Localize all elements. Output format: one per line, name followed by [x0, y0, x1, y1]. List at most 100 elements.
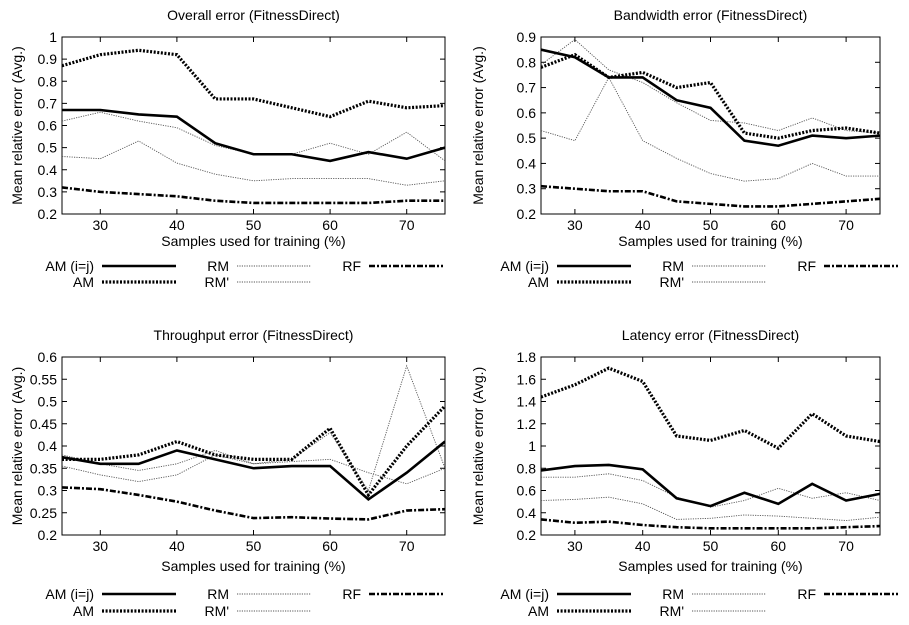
- y-tick-label: 0.9: [38, 51, 58, 67]
- chart-overall-error-svg: Overall error (FitnessDirect) 0.2 0.3 0.4 0.…: [9, 7, 446, 249]
- x-tick-label: 30: [567, 538, 583, 554]
- legend-item: RM': [568, 274, 768, 290]
- y-tick-label: 0.6: [517, 483, 537, 499]
- legend-swatch: [102, 264, 176, 268]
- legend-item: RM': [568, 603, 768, 619]
- x-axis-label: Samples used for training (%): [161, 233, 345, 249]
- y-tick-label: 0.8: [517, 460, 537, 476]
- legend-item: AM: [0, 603, 178, 619]
- legend-label: RF: [797, 586, 816, 602]
- x-tick-label: 40: [635, 217, 651, 233]
- legend-swatch: [557, 609, 631, 613]
- legend-item: RF: [700, 586, 900, 602]
- chart-bandwidth-error: Bandwidth error (FitnessDirect) 0.2 0.3 0.4…: [455, 0, 909, 249]
- x-axis-label: Samples used for training (%): [161, 558, 345, 574]
- y-tick-label: 0.2: [38, 206, 58, 222]
- y-tick-label: 0.55: [30, 371, 57, 387]
- legend-swatch: [237, 593, 311, 595]
- series-line-am-overall: [62, 48, 445, 119]
- legend-label: RF: [797, 258, 816, 274]
- x-tick-label: 30: [567, 217, 583, 233]
- y-tick-label: 0.8: [517, 54, 537, 70]
- legend-swatch: [692, 281, 766, 283]
- y-tick-label: 0.2: [517, 527, 537, 543]
- y-tick-label: 1.4: [517, 394, 537, 410]
- legend-item: AM: [0, 274, 178, 290]
- y-tick-label: 0.2: [517, 206, 537, 222]
- legend-item: AM (i=j): [433, 258, 633, 274]
- legend-label: AM: [73, 603, 94, 619]
- series-line-rm-bandwidth: [541, 76, 880, 182]
- legend-label: AM (i=j): [500, 586, 549, 602]
- legend-swatch: [824, 592, 898, 596]
- chart-title: Throughput error (FitnessDirect): [154, 327, 354, 343]
- y-tick-label: 0.3: [517, 181, 537, 197]
- series-line-am-i-j-overall: [62, 108, 445, 163]
- y-tick-label: 1.8: [517, 349, 537, 365]
- x-tick-label: 30: [93, 217, 109, 233]
- y-tick-label: 0.7: [38, 95, 58, 111]
- chart-title: Overall error (FitnessDirect): [167, 7, 340, 23]
- y-tick-label: 0.5: [517, 130, 537, 146]
- legend-label: AM: [73, 274, 94, 290]
- legend-item: AM (i=j): [0, 586, 178, 602]
- chart-title: Bandwidth error (FitnessDirect): [614, 7, 808, 23]
- legend-item: AM: [433, 603, 633, 619]
- y-tick-label: 1: [49, 29, 57, 45]
- legend-throughput-error: AM (i=j) AM RM RM' RF: [0, 586, 450, 625]
- plot-frame: [540, 36, 881, 215]
- x-tick-label: 60: [771, 217, 787, 233]
- legend-label: AM (i=j): [45, 586, 94, 602]
- y-tick-label: 0.45: [30, 416, 57, 432]
- plot-frame: [61, 356, 446, 536]
- y-tick-label: 0.4: [517, 155, 537, 171]
- x-tick-label: 40: [169, 217, 185, 233]
- x-tick-label: 70: [838, 538, 854, 554]
- legend-overall-error: AM (i=j) AM RM RM' RF: [0, 258, 450, 308]
- chart-overall-error: Overall error (FitnessDirect) 0.2 0.3 0.4 0.…: [0, 0, 450, 249]
- legend-swatch: [102, 280, 176, 284]
- legend-item: AM: [433, 274, 633, 290]
- legend-label: RM': [659, 603, 684, 619]
- y-axis-label: Mean relative error (Avg.): [9, 367, 25, 525]
- y-tick-label: 0.2: [38, 527, 58, 543]
- x-tick-label: 70: [838, 217, 854, 233]
- chart-throughput-error-svg: Throughput error (FitnessDirect) 0.2 0.25 0…: [9, 327, 446, 574]
- series-line-rf-bandwidth: [541, 184, 880, 208]
- legend-swatch: [557, 592, 631, 596]
- legend-label: RF: [342, 258, 361, 274]
- legend-label: RM: [207, 258, 229, 274]
- legend-swatch: [102, 609, 176, 613]
- legend-item: RM: [568, 258, 768, 274]
- chart-latency-error: Latency error (FitnessDirect) 0.2 0.4 0.6 0.…: [455, 320, 909, 575]
- legend-item: RM: [113, 258, 313, 274]
- y-tick-label: 0.6: [517, 105, 537, 121]
- chart-latency-error-svg: Latency error (FitnessDirect) 0.2 0.4 0.6 0.…: [470, 327, 881, 574]
- series-line-rm-latency: [541, 473, 880, 508]
- chart-title: Latency error (FitnessDirect): [622, 327, 799, 343]
- plot-frame: [540, 356, 881, 536]
- legend-item: RM': [113, 603, 313, 619]
- legend-item: RM: [113, 586, 313, 602]
- y-tick-label: 0.7: [517, 80, 537, 96]
- legend-label: RM': [204, 274, 229, 290]
- chart-throughput-error: Throughput error (FitnessDirect) 0.2 0.25 0…: [0, 320, 450, 575]
- y-tick-label: 0.35: [30, 460, 57, 476]
- legend-swatch: [557, 280, 631, 284]
- series-line-am-i-j-bandwidth: [541, 48, 880, 148]
- y-axis-label: Mean relative error (Avg.): [9, 46, 25, 204]
- legend-label: AM: [528, 603, 549, 619]
- series-line-rf-latency: [541, 518, 880, 530]
- y-axis-label: Mean relative error (Avg.): [470, 367, 486, 525]
- series-line-rm-overall: [62, 140, 445, 186]
- y-tick-label: 1.2: [517, 416, 537, 432]
- legend-swatch: [692, 265, 766, 267]
- legend-item: AM (i=j): [433, 586, 633, 602]
- x-tick-label: 60: [771, 538, 787, 554]
- legend-label: RF: [342, 586, 361, 602]
- x-axis-label: Samples used for training (%): [618, 558, 802, 574]
- legend-label: AM: [528, 274, 549, 290]
- chart-bandwidth-error-svg: Bandwidth error (FitnessDirect) 0.2 0.3 0.4…: [470, 7, 881, 249]
- x-tick-label: 60: [322, 217, 338, 233]
